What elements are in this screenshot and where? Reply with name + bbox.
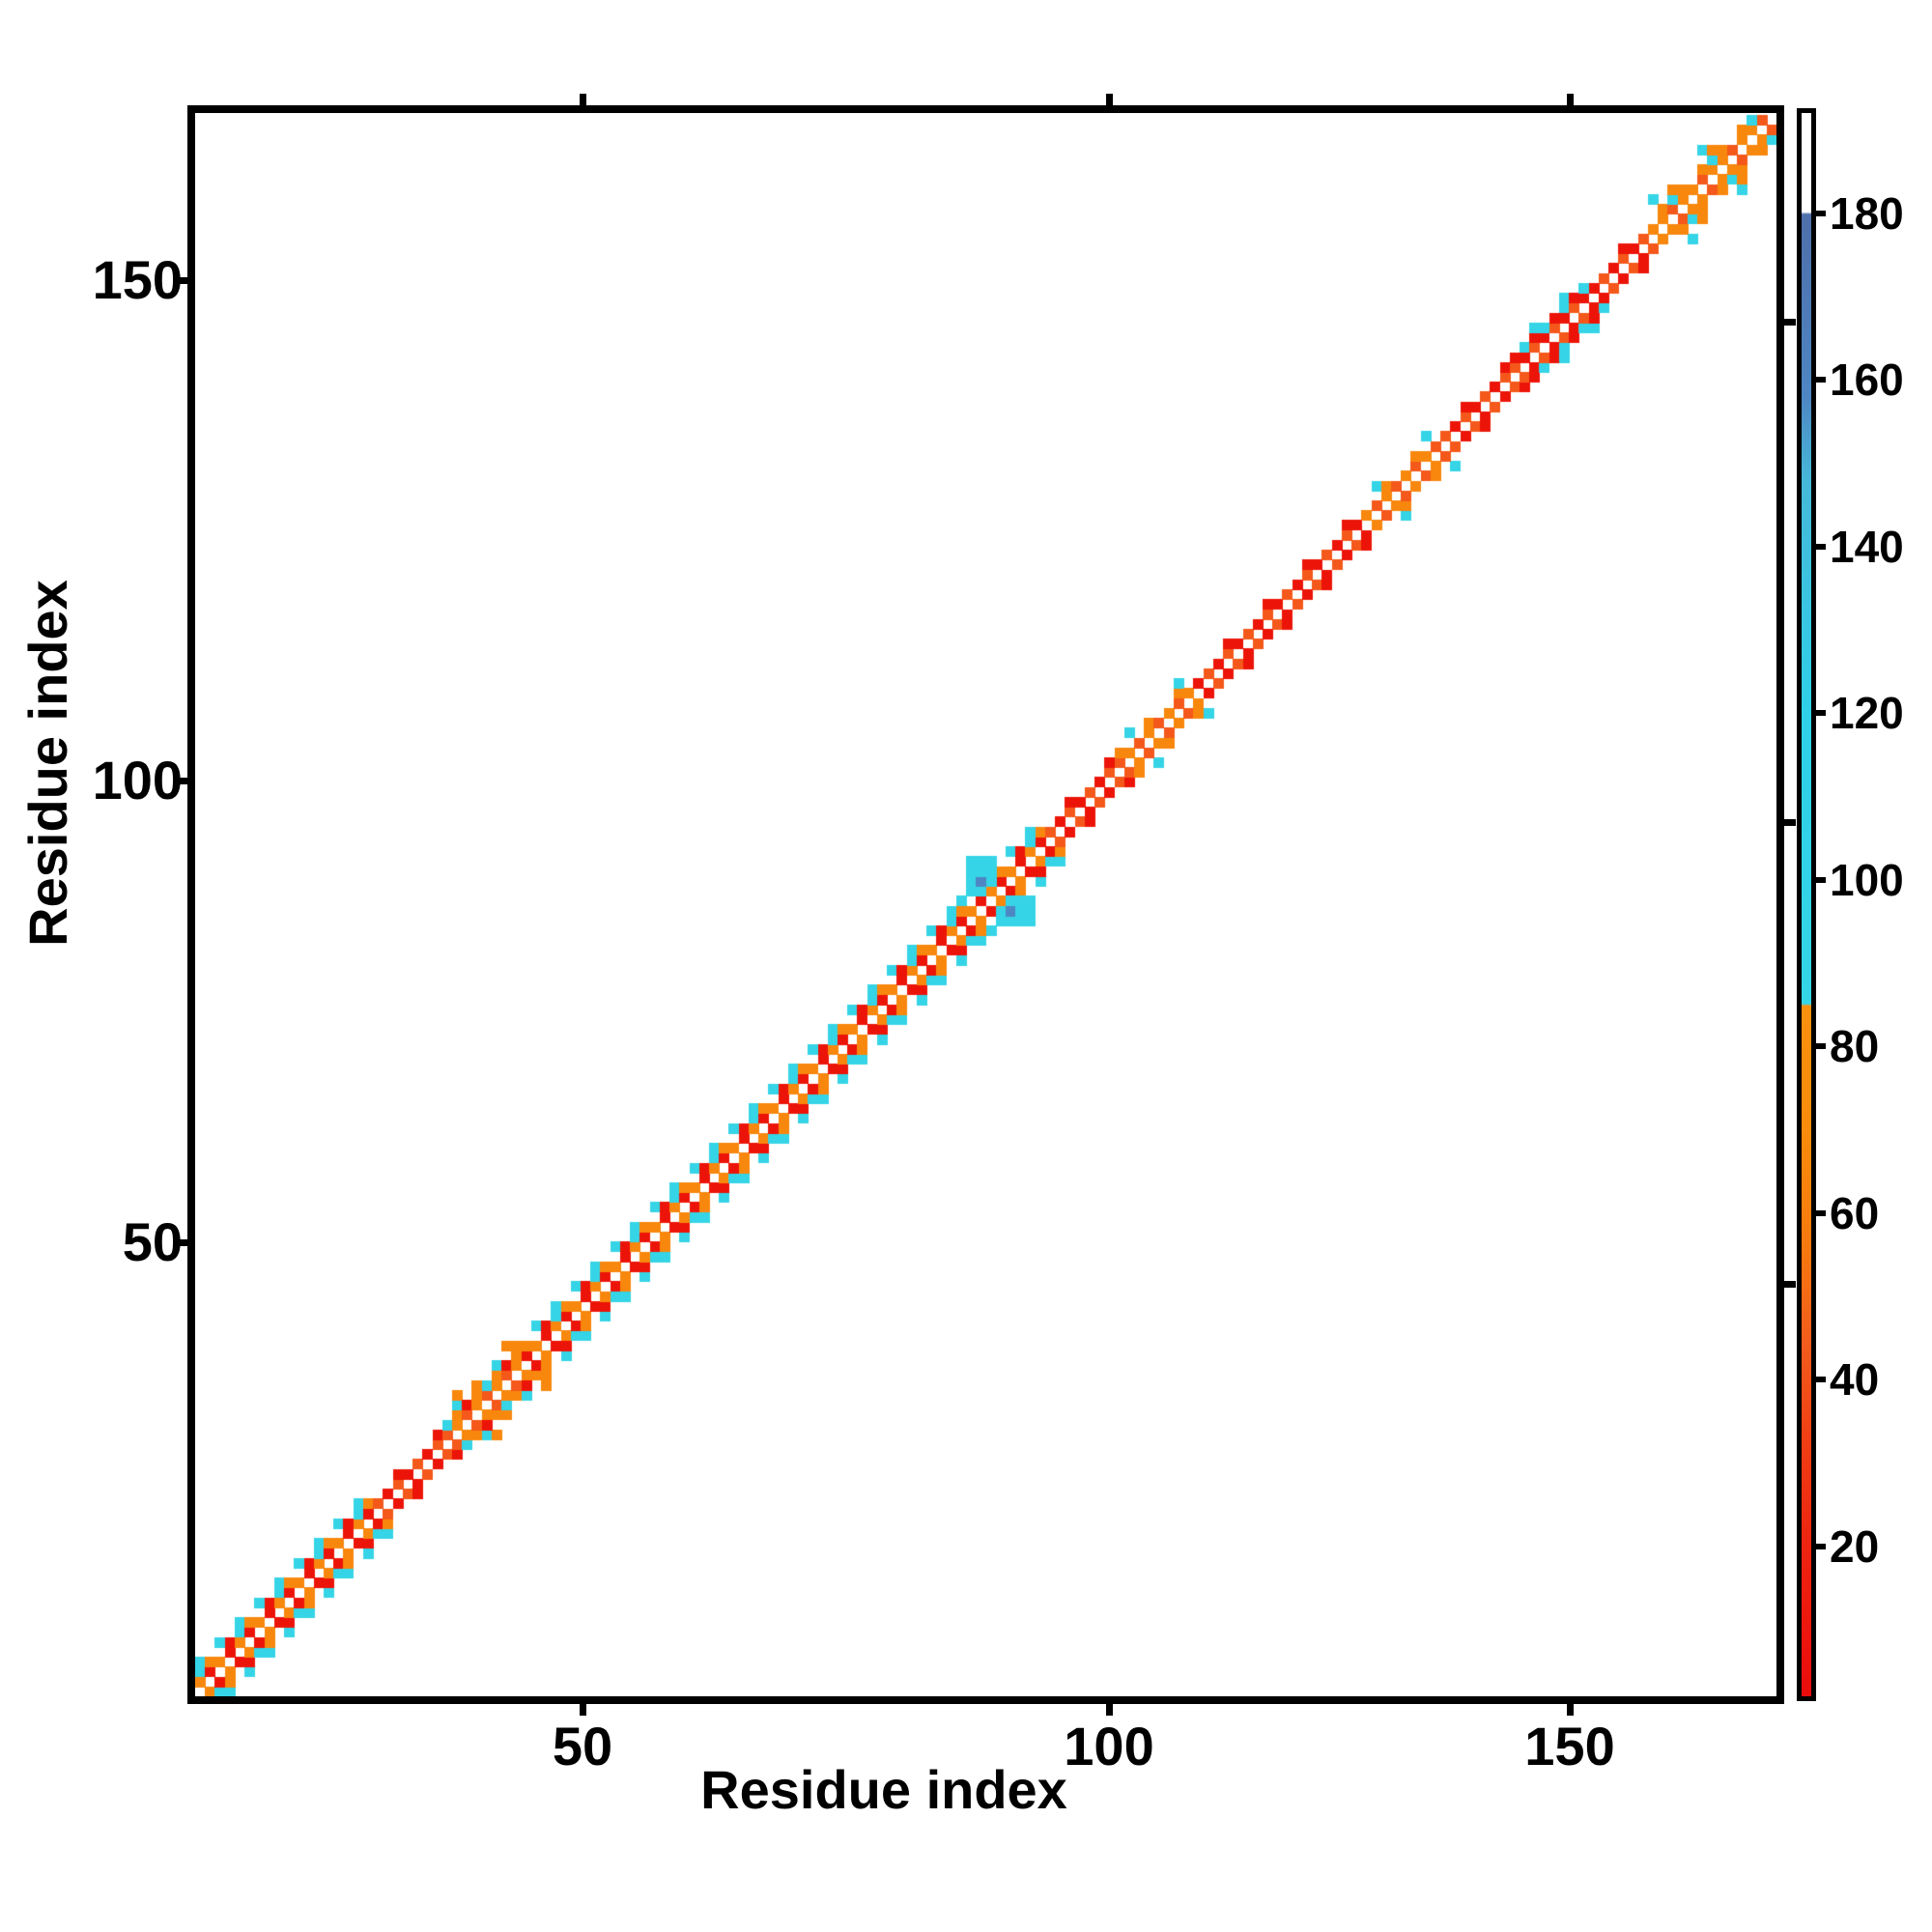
y-tick-label: 100 — [92, 750, 183, 810]
x-tick-label: 100 — [1064, 1716, 1154, 1776]
contact-map-canvas — [195, 113, 1776, 1696]
colorbar-tick — [1816, 211, 1826, 216]
colorbar-tick-label: 20 — [1830, 1521, 1880, 1572]
colorbar-tick-label: 80 — [1830, 1021, 1880, 1071]
y-tick — [176, 1238, 187, 1246]
x-tick-top — [1566, 94, 1574, 105]
x-tick-label: 50 — [552, 1716, 613, 1776]
colorbar-tick — [1816, 377, 1826, 383]
colorbar-tick — [1816, 1043, 1826, 1049]
x-axis-label: Residue index — [700, 1759, 1067, 1820]
colorbar-tick — [1816, 544, 1826, 550]
x-tick — [1105, 1704, 1113, 1716]
y-tick — [176, 276, 187, 284]
colorbar-tick-label: 120 — [1830, 688, 1904, 738]
y-tick-label: 50 — [122, 1211, 183, 1272]
x-tick-top — [1105, 94, 1113, 105]
y-tick-right — [1784, 318, 1796, 326]
colorbar-tick — [1816, 1210, 1826, 1216]
x-tick — [1566, 1704, 1574, 1716]
colorbar-tick — [1816, 710, 1826, 716]
x-tick — [579, 1704, 586, 1716]
colorbar-tick — [1816, 1377, 1826, 1382]
colorbar-tick — [1816, 877, 1826, 883]
colorbar-tick — [1816, 1544, 1826, 1549]
colorbar-tick-label: 160 — [1830, 355, 1904, 405]
y-tick-right — [1784, 1280, 1796, 1288]
colorbar-tick-label: 140 — [1830, 522, 1904, 572]
colorbar-tick-label: 180 — [1830, 188, 1904, 239]
y-tick-right — [1784, 818, 1796, 826]
colorbar-gradient — [1802, 113, 1811, 1696]
y-tick — [176, 777, 187, 784]
y-tick-label: 150 — [92, 249, 183, 310]
colorbar-tick-label: 60 — [1830, 1188, 1880, 1238]
colorbar — [1797, 108, 1816, 1701]
colorbar-tick-label: 100 — [1830, 855, 1904, 905]
x-tick-label: 150 — [1524, 1716, 1615, 1776]
plot-box — [187, 105, 1784, 1704]
x-tick-top — [579, 94, 586, 105]
colorbar-tick-label: 40 — [1830, 1354, 1880, 1405]
